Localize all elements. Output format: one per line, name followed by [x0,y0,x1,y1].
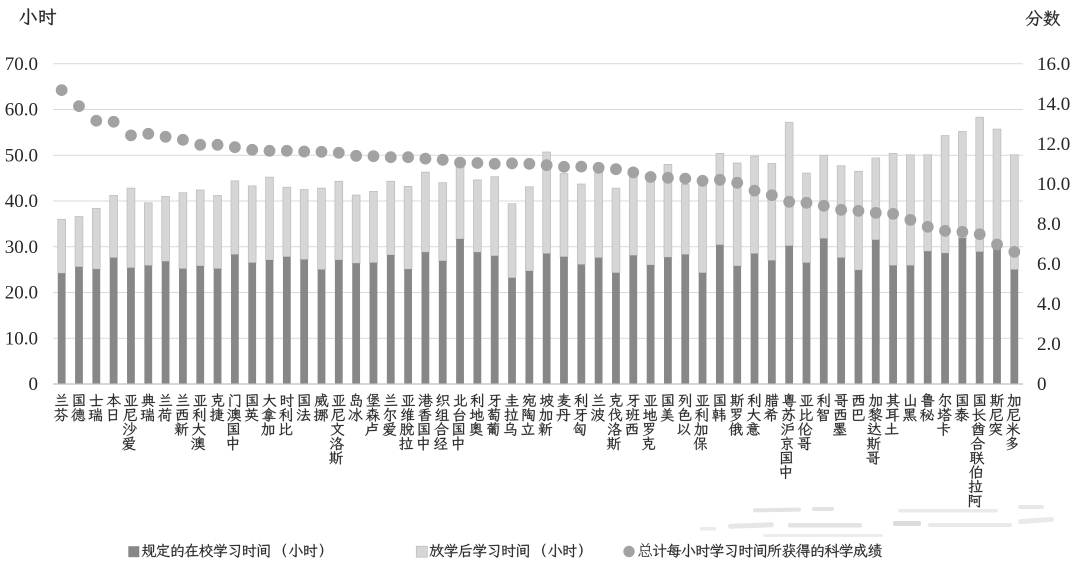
svg-text:60.0: 60.0 [5,100,38,121]
svg-text:6.0: 6.0 [1037,254,1061,275]
svg-text:2.0: 2.0 [1037,334,1061,355]
svg-text:0: 0 [29,374,39,395]
svg-text:0: 0 [1037,374,1047,395]
svg-text:8.0: 8.0 [1037,214,1061,235]
svg-text:40.0: 40.0 [5,191,38,212]
svg-text:70.0: 70.0 [5,54,38,75]
svg-text:14.0: 14.0 [1037,94,1070,115]
svg-text:12.0: 12.0 [1037,134,1070,155]
svg-text:50.0: 50.0 [5,145,38,166]
svg-text:10.0: 10.0 [5,328,38,349]
svg-text:20.0: 20.0 [5,283,38,304]
svg-text:30.0: 30.0 [5,237,38,258]
svg-text:4.0: 4.0 [1037,294,1061,315]
svg-text:16.0: 16.0 [1037,54,1070,75]
svg-text:10.0: 10.0 [1037,174,1070,195]
